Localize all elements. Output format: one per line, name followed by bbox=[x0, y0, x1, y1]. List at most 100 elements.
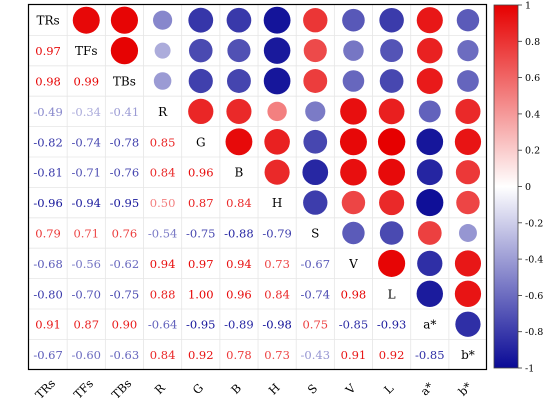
cell-g-tbs: -0.78 bbox=[110, 135, 140, 149]
correlation-circle bbox=[457, 39, 479, 62]
cell-b-star-tbs: -0.63 bbox=[110, 348, 140, 362]
x-tick-label-g: G bbox=[190, 381, 206, 397]
cell-r-h bbox=[267, 101, 287, 122]
cell-r-tbs: -0.41 bbox=[110, 105, 140, 119]
cell-s-tbs: 0.76 bbox=[112, 227, 138, 241]
correlation-circle bbox=[379, 190, 405, 216]
correlation-circle bbox=[456, 190, 480, 215]
cell-b-tbs: -0.76 bbox=[110, 166, 140, 180]
cell-s-r: -0.54 bbox=[148, 227, 178, 241]
correlation-circle bbox=[378, 249, 406, 277]
cell-tbs-v bbox=[342, 70, 365, 92]
correlation-circle bbox=[263, 67, 291, 95]
cell-r-v bbox=[340, 98, 367, 125]
correlation-circle bbox=[339, 128, 367, 156]
cell-b-star-r: 0.84 bbox=[150, 348, 176, 362]
cell-r-r: R bbox=[158, 105, 168, 119]
colorbar-tick-label: -1 bbox=[525, 364, 534, 375]
correlation-circle bbox=[341, 190, 366, 215]
colorbar: 1 0.8 0.6 0.4 0.2 0 -0.2 -0.4 -0.6 -0.8 -1 bbox=[493, 1, 543, 375]
correlation-value: 0.88 bbox=[150, 287, 176, 301]
cell-a-star-h: -0.98 bbox=[262, 318, 292, 332]
diagonal-label: S bbox=[311, 227, 319, 241]
colorbar-tick-label: -0.8 bbox=[525, 327, 543, 338]
correlation-circle bbox=[225, 128, 253, 156]
correlation-value: -0.43 bbox=[301, 348, 331, 362]
correlation-value: 0.75 bbox=[302, 318, 328, 332]
cell-l-g: 1.00 bbox=[188, 287, 214, 301]
cell-s-a-star bbox=[417, 221, 442, 245]
correlation-value: -0.70 bbox=[72, 287, 102, 301]
cell-a-star-a-star: a* bbox=[423, 318, 436, 332]
cell-h-r: 0.50 bbox=[150, 196, 176, 210]
cell-v-trs: -0.68 bbox=[33, 257, 63, 271]
correlation-circle bbox=[457, 70, 479, 92]
correlation-value: -0.81 bbox=[33, 166, 63, 180]
diagonal-label: TRs bbox=[36, 14, 59, 28]
correlation-circle bbox=[416, 159, 443, 186]
cell-v-h: 0.73 bbox=[264, 257, 290, 271]
x-tick-label-l: L bbox=[381, 381, 397, 397]
correlation-circle bbox=[417, 250, 443, 277]
correlation-circle bbox=[418, 100, 441, 123]
x-tick-label-h: H bbox=[266, 380, 283, 397]
cell-tbs-b-star bbox=[457, 70, 479, 92]
correlation-value: 0.76 bbox=[112, 227, 138, 241]
correlation-value: -0.78 bbox=[110, 135, 140, 149]
cell-tfs-l bbox=[380, 39, 404, 63]
correlation-circle bbox=[342, 8, 365, 32]
cell-b-star-s: -0.43 bbox=[301, 348, 331, 362]
correlation-circle bbox=[154, 42, 171, 59]
correlation-circle bbox=[416, 280, 443, 308]
correlation-circle bbox=[263, 37, 291, 64]
correlation-value: 0.96 bbox=[226, 287, 252, 301]
correlation-circle bbox=[267, 101, 287, 122]
colorbar-tick-label: 0.6 bbox=[525, 73, 540, 84]
cell-b-star-b: 0.78 bbox=[226, 348, 252, 362]
correlation-circle bbox=[264, 159, 290, 185]
correlation-circle bbox=[263, 6, 291, 34]
cell-b-g: 0.96 bbox=[188, 166, 214, 180]
correlation-value: 0.92 bbox=[379, 348, 405, 362]
cell-r-trs: -0.49 bbox=[33, 105, 63, 119]
x-tick-label-b-star: b* bbox=[456, 379, 475, 398]
cell-l-tfs: -0.70 bbox=[72, 287, 102, 301]
correlation-value: 0.91 bbox=[35, 318, 61, 332]
cell-r-a-star bbox=[418, 100, 441, 123]
cell-s-h: -0.79 bbox=[262, 227, 292, 241]
cell-s-s: S bbox=[311, 227, 319, 241]
cell-a-star-tbs: 0.90 bbox=[112, 318, 138, 332]
correlation-circle bbox=[188, 7, 214, 33]
correlation-circle bbox=[153, 72, 172, 90]
cell-tfs-v bbox=[343, 40, 364, 61]
colorbar-tick-label: 0.4 bbox=[525, 109, 540, 120]
correlation-value: 0.91 bbox=[341, 348, 367, 362]
cell-trs-tfs bbox=[72, 6, 100, 34]
cell-a-star-b-star bbox=[455, 311, 481, 337]
colorbar-tick-label: 0.8 bbox=[525, 37, 540, 48]
cell-b-tfs: -0.71 bbox=[72, 166, 102, 180]
correlation-circle bbox=[227, 39, 251, 63]
correlation-circle bbox=[303, 129, 328, 154]
correlation-value: -0.95 bbox=[186, 318, 216, 332]
cell-l-tbs: -0.75 bbox=[110, 287, 140, 301]
correlation-value: -0.64 bbox=[148, 318, 178, 332]
cell-tbs-l bbox=[379, 69, 404, 93]
cell-r-b-star bbox=[455, 98, 481, 124]
cell-trs-g bbox=[188, 7, 214, 33]
cell-b-h bbox=[264, 159, 290, 185]
cell-v-b: 0.94 bbox=[226, 257, 252, 271]
cell-tbs-g bbox=[188, 68, 213, 94]
cell-g-s bbox=[303, 129, 328, 154]
correlation-value: -0.67 bbox=[301, 257, 331, 271]
correlation-value: -0.98 bbox=[262, 318, 292, 332]
correlation-circle bbox=[377, 128, 406, 156]
cell-b-star-g: 0.92 bbox=[188, 348, 214, 362]
correlation-circle bbox=[226, 69, 251, 93]
correlation-circle bbox=[416, 128, 444, 156]
correlation-value: 0.84 bbox=[226, 196, 252, 210]
cell-b-star-tfs: -0.60 bbox=[72, 348, 102, 362]
diagonal-label: G bbox=[196, 135, 206, 149]
cell-b-star-b-star: b* bbox=[461, 348, 475, 362]
correlation-value: 0.84 bbox=[264, 287, 290, 301]
